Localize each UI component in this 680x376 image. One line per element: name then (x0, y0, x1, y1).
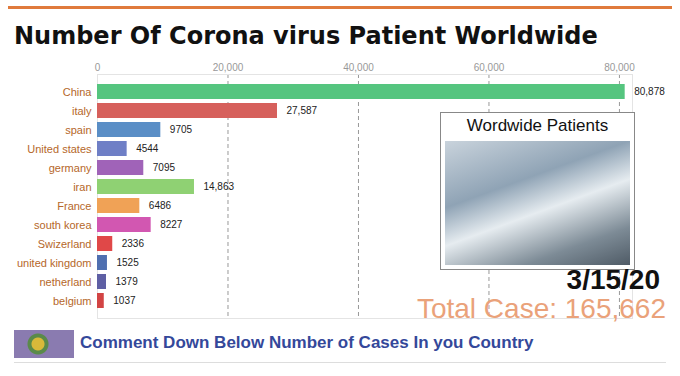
svg-text:6486: 6486 (149, 200, 172, 211)
html-text:Total Case: 165,662: Total Case: 165,662 (416, 293, 666, 324)
svg-text:80,000: 80,000 (604, 62, 635, 73)
svg-text:14,863: 14,863 (203, 181, 234, 192)
html-text:Number Of Corona virus Patient: Number Of Corona virus Patient Worldwide (14, 22, 598, 50)
svg-text:4544: 4544 (136, 143, 159, 154)
svg-text:iran: iran (73, 181, 91, 193)
svg-text:60,000: 60,000 (474, 62, 505, 73)
svg-text:1525: 1525 (116, 257, 139, 268)
html-text:Comment Down Below Number of C: Comment Down Below Number of Cases In yo… (80, 333, 534, 352)
svg-text:80,878: 80,878 (634, 86, 665, 97)
svg-text:27,587: 27,587 (286, 105, 317, 116)
svg-text:1037: 1037 (113, 295, 136, 306)
svg-text:France: France (57, 200, 91, 212)
svg-text:italy: italy (72, 105, 92, 117)
svg-text:belgium: belgium (53, 295, 92, 307)
svg-text:spain: spain (65, 124, 91, 136)
svg-text:8227: 8227 (160, 219, 183, 230)
svg-text:united kingdom: united kingdom (17, 257, 92, 269)
svg-text:United states: United states (27, 143, 92, 155)
svg-text:China: China (63, 86, 93, 98)
html-text:3/15/20: 3/15/20 (566, 264, 660, 295)
html-text:Wordwide Patients: Wordwide Patients (466, 116, 609, 135)
svg-text:Swizerland: Swizerland (38, 238, 92, 250)
svg-text:netherland: netherland (40, 276, 92, 288)
svg-text:2336: 2336 (122, 238, 145, 249)
svg-text:1379: 1379 (115, 276, 138, 287)
svg-text:south korea: south korea (34, 219, 92, 231)
svg-text:0: 0 (95, 62, 101, 73)
svg-text:40,000: 40,000 (343, 62, 374, 73)
svg-text:7095: 7095 (153, 162, 176, 173)
svg-text:20,000: 20,000 (213, 62, 244, 73)
svg-text:9705: 9705 (170, 124, 193, 135)
svg-text:germany: germany (49, 162, 92, 174)
